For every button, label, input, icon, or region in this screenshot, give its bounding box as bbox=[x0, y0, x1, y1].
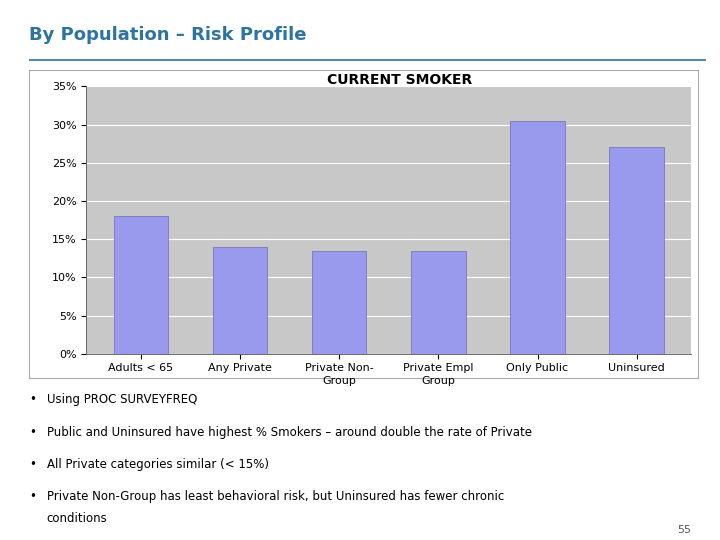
Bar bbox=[213, 247, 267, 354]
Text: •: • bbox=[29, 490, 36, 503]
Text: •: • bbox=[29, 426, 36, 438]
Text: 55: 55 bbox=[678, 524, 691, 535]
Text: Using PROC SURVEYFREQ: Using PROC SURVEYFREQ bbox=[47, 393, 197, 406]
Text: CURRENT SMOKER: CURRENT SMOKER bbox=[327, 73, 472, 87]
Text: •: • bbox=[29, 393, 36, 406]
Text: Private Non-Group has least behavioral risk, but Uninsured has fewer chronic: Private Non-Group has least behavioral r… bbox=[47, 490, 504, 503]
Bar bbox=[510, 121, 564, 354]
Text: Public and Uninsured have highest % Smokers – around double the rate of Private: Public and Uninsured have highest % Smok… bbox=[47, 426, 532, 438]
Text: All Private categories similar (< 15%): All Private categories similar (< 15%) bbox=[47, 458, 269, 471]
Bar bbox=[609, 147, 664, 354]
Text: •: • bbox=[29, 458, 36, 471]
Bar bbox=[114, 216, 168, 354]
Text: conditions: conditions bbox=[47, 512, 107, 525]
Bar bbox=[411, 251, 466, 354]
Bar bbox=[312, 251, 366, 354]
Text: By Population – Risk Profile: By Population – Risk Profile bbox=[29, 26, 306, 44]
